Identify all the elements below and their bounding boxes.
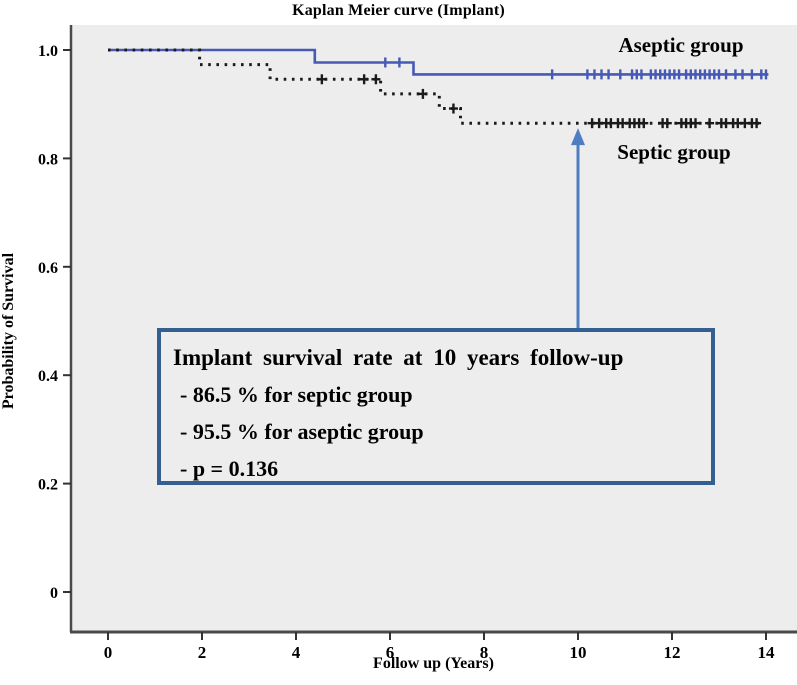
x-axis-label: Follow up (Years) [373, 655, 494, 672]
annotation-title: Implant survival rate at 10 years follow… [173, 345, 624, 370]
chart-title: Kaplan Meier curve (Implant) [292, 2, 505, 19]
y-tick-label: 0.6 [38, 260, 58, 277]
aseptic-curve [108, 48, 769, 76]
y-tick-label: 1.0 [38, 43, 58, 60]
annotation-aseptic-rate: - 95.5 % for aseptic group [180, 419, 424, 444]
y-tick-label: 0 [50, 585, 58, 602]
x-tick-label: 8 [480, 643, 489, 662]
x-tick-label: 0 [104, 643, 113, 662]
aseptic-group-label: Aseptic group [618, 33, 744, 57]
y-axis-label: Probability of Survival [0, 252, 17, 410]
annotation-arrow-head [571, 128, 585, 146]
annotation-p-value: - p = 0.136 [180, 456, 279, 481]
septic-curve [108, 48, 762, 125]
x-tick-label: 6 [386, 643, 395, 662]
annotation-septic-rate: - 86.5 % for septic group [180, 382, 413, 407]
x-tick-label: 4 [292, 643, 301, 662]
x-tick-label: 10 [570, 643, 587, 662]
y-tick-label: 0.2 [38, 477, 58, 494]
x-tick-label: 12 [664, 643, 681, 662]
x-tick-label: 2 [198, 643, 207, 662]
y-tick-label: 0.8 [38, 151, 58, 168]
septic-group-label: Septic group [617, 140, 731, 164]
annotation-box: Implant survival rate at 10 years follow… [157, 328, 715, 485]
y-tick-label: 0.4 [38, 368, 58, 385]
x-tick-label: 14 [758, 643, 776, 662]
